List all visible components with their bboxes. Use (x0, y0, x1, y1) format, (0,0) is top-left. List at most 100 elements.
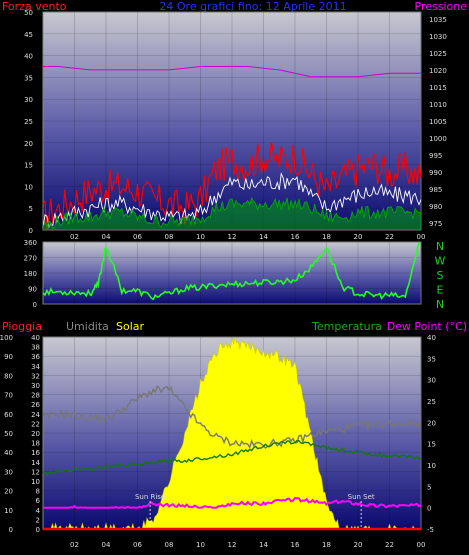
rain-tick-label: 10 (31, 478, 40, 486)
pressure-tick-label: 975 (429, 220, 442, 228)
x-tick-label: 02 (70, 233, 79, 241)
wind-tick-label: 10 (24, 183, 33, 191)
rain-tick-label: 6 (36, 497, 41, 505)
dewpoint-axis-title: Dew Point (°C) (387, 320, 467, 333)
x-tick-label: 14 (259, 233, 268, 241)
direction-tick-label: 270 (24, 255, 37, 263)
pressure-tick-label: 985 (429, 186, 442, 194)
rain-tick-label: 12 (31, 468, 40, 476)
x-tick-label: 08 (165, 233, 174, 241)
wind-tick-label: 30 (24, 96, 33, 104)
humidity-axis-title: Umidita (66, 320, 109, 333)
temperature-tick-label: -5 (427, 526, 434, 534)
direction-tick-label: 0 (33, 301, 37, 309)
direction-tick-label: 180 (24, 270, 37, 278)
wind-tick-label: 40 (24, 53, 33, 61)
x-tick-label: 08 (165, 541, 174, 549)
pressure-tick-label: 1020 (429, 67, 447, 75)
rain-tick-label: 30 (31, 382, 40, 390)
rain-tick-label: 28 (31, 392, 40, 400)
humidity-tick-label: 100 (0, 334, 13, 342)
x-tick-label: 06 (133, 233, 142, 241)
pressure-tick-label: 1025 (429, 50, 447, 58)
temperature-tick-label: 20 (427, 419, 436, 427)
pressure-tick-label: 980 (429, 203, 442, 211)
pressure-tick-label: 1005 (429, 118, 447, 126)
chart-date-title: 24 Ore grafici fino: 12 Aprile 2011 (159, 0, 346, 13)
dewpoint-series-line (43, 496, 422, 509)
direction-letter-label: N (436, 298, 444, 311)
humidity-tick-label: 50 (4, 430, 13, 438)
wind-axis-title: Forza vento (2, 0, 67, 13)
rain-tick-label: 16 (31, 449, 40, 457)
wind-average-series-line (42, 172, 422, 229)
temperature-tick-label: 5 (427, 483, 431, 491)
humidity-tick-label: 90 (4, 353, 13, 361)
humidity-tick-label: 30 (4, 468, 13, 476)
x-tick-label: 10 (196, 233, 205, 241)
temperature-tick-label: 15 (427, 441, 436, 449)
direction-tick-label: 90 (28, 286, 37, 294)
rain-tick-label: 32 (31, 372, 40, 380)
temperature-tick-label: 25 (427, 398, 436, 406)
wind-tick-label: 45 (24, 31, 33, 39)
pressure-tick-label: 1010 (429, 101, 447, 109)
pressure-tick-label: 1035 (429, 16, 447, 24)
x-tick-label: 16 (291, 541, 300, 549)
wind-tick-label: 20 (24, 140, 33, 148)
rain-tick-label: 38 (31, 344, 40, 352)
wind-gust-series-line (42, 141, 422, 230)
solar-axis-title: Solar (116, 320, 145, 333)
rain-tick-label: 34 (31, 363, 40, 371)
x-tick-label: 12 (228, 541, 237, 549)
x-tick-label: 16 (291, 233, 300, 241)
temperature-tick-label: 30 (427, 377, 436, 385)
x-tick-label: 20 (354, 541, 363, 549)
x-tick-label: 22 (385, 541, 394, 549)
temperature-axis-title: Temperatura (311, 320, 382, 333)
direction-letter-label: E (437, 284, 444, 297)
x-tick-label: 04 (102, 541, 111, 549)
humidity-tick-label: 20 (4, 488, 13, 496)
direction-letter-label: W (435, 255, 446, 268)
wind-tick-label: 50 (24, 9, 33, 17)
wind-tick-label: 35 (24, 74, 33, 82)
pressure-tick-label: 1030 (429, 33, 447, 41)
sun-rise-label: Sun Rise (135, 493, 165, 501)
wind-speed-area (43, 197, 421, 230)
humidity-tick-label: 40 (4, 449, 13, 457)
temperature-tick-label: 35 (427, 355, 436, 363)
direction-letter-label: N (436, 240, 444, 253)
wind-speed-series-line (42, 196, 421, 230)
x-tick-label: 00 (417, 233, 426, 241)
pressure-tick-label: 1000 (429, 135, 447, 143)
rain-tick-label: 2 (36, 516, 40, 524)
rain-tick-label: 40 (31, 334, 40, 342)
x-tick-label: 06 (133, 541, 142, 549)
temperature-tick-label: 0 (427, 505, 431, 513)
wind-tick-label: 15 (24, 162, 33, 170)
x-tick-label: 18 (322, 541, 331, 549)
sun-set-label: Sun Set (348, 493, 375, 501)
x-tick-label: 02 (70, 541, 79, 549)
x-tick-label: 20 (354, 233, 363, 241)
x-tick-label: 10 (196, 541, 205, 549)
wind-tick-label: 5 (29, 205, 33, 213)
humidity-tick-label: 0 (9, 526, 13, 534)
x-tick-label: 18 (322, 233, 331, 241)
direction-tick-label: 360 (24, 239, 37, 247)
rain-tick-label: 0 (36, 526, 40, 534)
rain-tick-label: 36 (31, 353, 40, 361)
rain-tick-label: 20 (31, 430, 40, 438)
x-tick-label: 04 (102, 233, 111, 241)
direction-letter-label: S (437, 269, 444, 282)
pressure-tick-label: 995 (429, 152, 442, 160)
rain-tick-label: 22 (31, 420, 40, 428)
pressure-tick-label: 1015 (429, 84, 447, 92)
humidity-tick-label: 10 (4, 507, 13, 515)
rain-tick-label: 14 (31, 459, 40, 467)
rain-axis-title: Pioggia (2, 320, 42, 333)
humidity-tick-label: 80 (4, 372, 13, 380)
temperature-series-line (42, 439, 422, 476)
